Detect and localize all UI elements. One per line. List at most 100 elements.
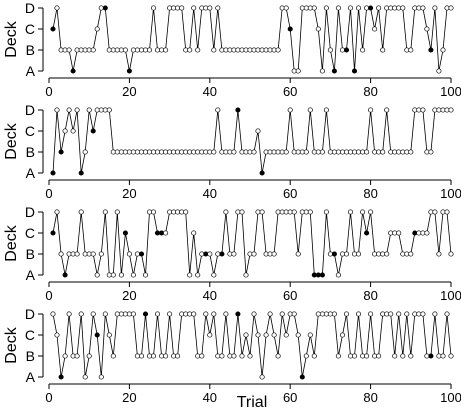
- trial-point-open: [86, 353, 92, 359]
- trial-point-open: [203, 311, 209, 317]
- x-tick-label: 60: [283, 186, 297, 201]
- trial-point-open: [110, 353, 116, 359]
- x-tick-label: 20: [122, 84, 136, 99]
- x-axis-title: Trial: [237, 394, 268, 411]
- trial-point-open: [78, 209, 84, 215]
- trial-point-open: [396, 5, 402, 11]
- trial-point-filled: [299, 374, 305, 380]
- trial-point-open: [388, 311, 394, 317]
- x-tick-label: 80: [363, 84, 377, 99]
- trial-point-open: [420, 107, 426, 113]
- trial-point-open: [448, 5, 454, 11]
- trial-point-open: [408, 353, 414, 359]
- trial-point-open: [255, 47, 261, 53]
- trial-point-open: [114, 47, 120, 53]
- trial-point-open: [404, 311, 410, 317]
- y-axis-title: Deck: [3, 224, 20, 261]
- trial-point-open: [319, 149, 325, 155]
- trial-point-open: [275, 353, 281, 359]
- trial-point-open: [50, 311, 56, 317]
- trial-point-open: [215, 353, 221, 359]
- trial-point-open: [424, 26, 430, 32]
- trial-point-open: [94, 107, 100, 113]
- y-tick-label: B: [26, 42, 35, 58]
- trial-point-open: [436, 68, 442, 74]
- trial-point-open: [311, 5, 317, 11]
- trial-point-open: [82, 374, 88, 380]
- trial-point-filled: [90, 128, 96, 134]
- trial-point-filled: [315, 272, 321, 278]
- y-tick-label: D: [25, 102, 35, 118]
- y-tick-label: C: [25, 123, 35, 139]
- trial-point-open: [187, 47, 193, 53]
- trial-point-open: [408, 251, 414, 257]
- trial-point-open: [335, 149, 341, 155]
- x-tick-label: 20: [122, 390, 136, 405]
- trial-point-open: [106, 332, 112, 338]
- trial-point-open: [364, 149, 370, 155]
- x-tick-label: 100: [440, 186, 461, 201]
- trial-point-open: [211, 311, 217, 317]
- trial-point-open: [275, 149, 281, 155]
- trial-point-open: [335, 5, 341, 11]
- trial-point-open: [343, 311, 350, 317]
- trial-point-open: [376, 251, 382, 257]
- trial-point-open: [231, 353, 237, 359]
- trial-point-open: [90, 311, 96, 317]
- trial-point-filled: [70, 68, 76, 74]
- trial-point-open: [380, 149, 386, 155]
- trial-point-open: [255, 209, 261, 215]
- trial-point-open: [70, 128, 76, 134]
- trial-point-filled: [58, 149, 64, 155]
- trial-point-filled: [102, 5, 108, 11]
- trial-point-open: [259, 209, 265, 215]
- trial-point-open: [167, 311, 173, 317]
- trial-point-open: [376, 149, 382, 155]
- trial-point-filled: [154, 230, 161, 236]
- trial-point-open: [343, 251, 350, 257]
- x-tick-label: 40: [203, 84, 217, 99]
- trial-point-open: [126, 251, 132, 257]
- trial-point-open: [444, 311, 450, 317]
- trial-point-filled: [50, 170, 56, 176]
- trial-point-open: [98, 374, 104, 380]
- trial-point-open: [195, 272, 201, 278]
- trial-point-open: [307, 332, 313, 338]
- trial-point-filled: [78, 170, 84, 176]
- trial-point-open: [74, 251, 80, 257]
- trial-point-open: [175, 149, 181, 155]
- trial-point-open: [207, 251, 213, 257]
- trial-point-open: [396, 149, 402, 155]
- trial-point-open: [355, 149, 362, 155]
- trial-point-open: [195, 149, 201, 155]
- trial-point-open: [368, 311, 374, 317]
- trial-point-open: [195, 353, 201, 359]
- y-tick-label: C: [25, 327, 35, 343]
- trial-point-open: [408, 47, 414, 53]
- trial-point-open: [114, 209, 120, 215]
- trial-point-open: [315, 26, 321, 32]
- trial-point-open: [416, 311, 422, 317]
- trial-point-open: [432, 209, 438, 215]
- x-tick-label: 40: [203, 288, 217, 303]
- trial-point-open: [440, 47, 446, 53]
- trial-point-open: [247, 353, 253, 359]
- x-tick-label: 0: [45, 288, 52, 303]
- trial-point-open: [327, 47, 333, 53]
- trial-point-open: [62, 353, 68, 359]
- trial-point-filled: [428, 353, 434, 359]
- trial-point-open: [291, 311, 297, 317]
- trial-point-open: [163, 353, 169, 359]
- trial-point-filled: [235, 107, 241, 113]
- trial-point-open: [207, 332, 213, 338]
- trial-point-open: [323, 107, 329, 113]
- trial-point-filled: [368, 5, 374, 11]
- trial-point-open: [372, 26, 378, 32]
- trial-point-open: [191, 5, 197, 11]
- trial-point-open: [74, 47, 80, 53]
- trial-point-open: [243, 332, 249, 338]
- trial-point-open: [355, 5, 362, 11]
- trial-point-open: [106, 107, 112, 113]
